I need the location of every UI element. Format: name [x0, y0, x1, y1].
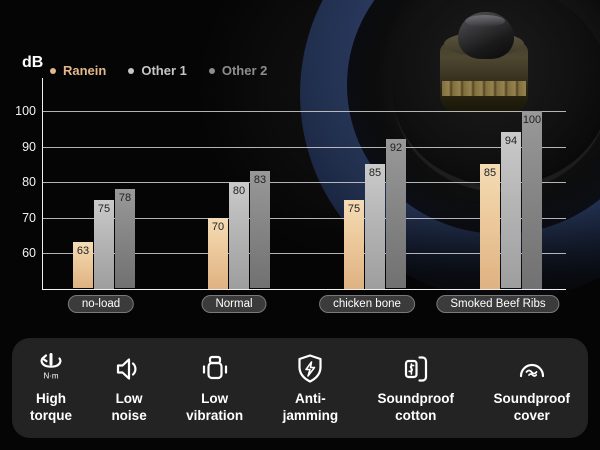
grinder-burr-band [442, 81, 526, 97]
gridline [43, 253, 566, 254]
bar-value-label: 75 [347, 202, 361, 215]
shield-icon [298, 354, 322, 383]
feature-high-torque: N·m High torque [30, 352, 72, 425]
grinder-cap [458, 12, 514, 59]
legend-item: Ranein [50, 63, 106, 78]
feature-panel: N·m High torque Low noise Low vibration [12, 338, 588, 438]
bar-value-label: 85 [483, 167, 497, 180]
torque-icon: N·m [40, 352, 62, 380]
bar-value-label: 85 [368, 167, 382, 180]
legend-item: Other 2 [208, 63, 268, 78]
bar-value-label: 63 [76, 245, 90, 258]
feature-label: High torque [30, 390, 72, 423]
speaker-icon [116, 358, 137, 380]
legend-label: Other 1 [141, 63, 187, 78]
y-tick-label: 80 [22, 175, 36, 189]
category-pill: Normal [201, 295, 267, 313]
y-tick-label: 90 [22, 139, 36, 154]
bar-other-2: 100 [522, 111, 542, 289]
category-pill: chicken bone [319, 295, 415, 313]
legend-dot [50, 67, 56, 74]
bar-ranein: 85 [480, 164, 500, 289]
bar-value-label: 92 [389, 142, 403, 155]
gridline [43, 217, 566, 219]
torque-unit-text: N·m [43, 371, 58, 380]
y-axis-unit-label: dB [22, 54, 44, 71]
feature-soundproof-cover: Soundproof cover [493, 352, 570, 425]
gridline [43, 111, 566, 112]
feature-anti-jamming: Anti- jamming [282, 352, 339, 425]
bar-other-2: 83 [250, 171, 270, 289]
y-tick-label: 60 [22, 246, 36, 260]
bar-value-label: 94 [504, 135, 518, 148]
gridline [43, 182, 566, 183]
x-axis-line [41, 288, 566, 290]
legend-dot [128, 67, 135, 74]
bar-other-1: 94 [501, 132, 521, 289]
bar-value-label: 75 [97, 202, 111, 215]
bar-ranein: 70 [208, 217, 228, 289]
chart-legend: Ranein Other 1 Other 2 [50, 63, 267, 78]
cotton-icon [404, 356, 427, 382]
feature-soundproof-cotton: Soundproof cotton [378, 352, 454, 425]
feature-label: Low noise [111, 390, 147, 423]
feature-low-vibration: Low vibration [186, 352, 243, 425]
legend-item: Other 1 [128, 63, 187, 78]
feature-label: Soundproof cover [493, 390, 570, 423]
bar-value-label: 80 [232, 185, 246, 197]
bar-other-2: 92 [386, 139, 406, 289]
bar-other-1: 80 [229, 182, 249, 289]
bar-ranein: 75 [344, 199, 364, 289]
bar-value-label: 83 [253, 174, 267, 187]
bar-other-1: 75 [94, 199, 114, 289]
bar-value-label: 78 [118, 192, 132, 205]
legend-label: Ranein [63, 63, 107, 78]
feature-label: Soundproof cotton [377, 390, 455, 423]
gridline [43, 146, 566, 148]
feature-low-noise: Low noise [111, 352, 147, 425]
bar-other-1: 85 [365, 164, 385, 289]
feature-label: Anti- jamming [282, 390, 339, 423]
bar-other-2: 78 [115, 189, 135, 289]
bar-ranein: 63 [73, 242, 93, 289]
bar-value-label: 70 [211, 220, 225, 233]
bar-value-label: 100 [522, 114, 542, 126]
feature-label: Low vibration [186, 390, 244, 423]
y-tick-label: 100 [15, 104, 36, 118]
vibration-icon [202, 355, 227, 379]
cover-icon [519, 363, 544, 377]
y-tick-label: 70 [22, 210, 36, 225]
legend-label: Other 2 [221, 63, 268, 78]
category-pill: no-load [67, 295, 135, 313]
category-pill: Smoked Beef Ribs [436, 295, 560, 313]
legend-dot [208, 67, 215, 74]
y-axis-line [41, 78, 43, 289]
